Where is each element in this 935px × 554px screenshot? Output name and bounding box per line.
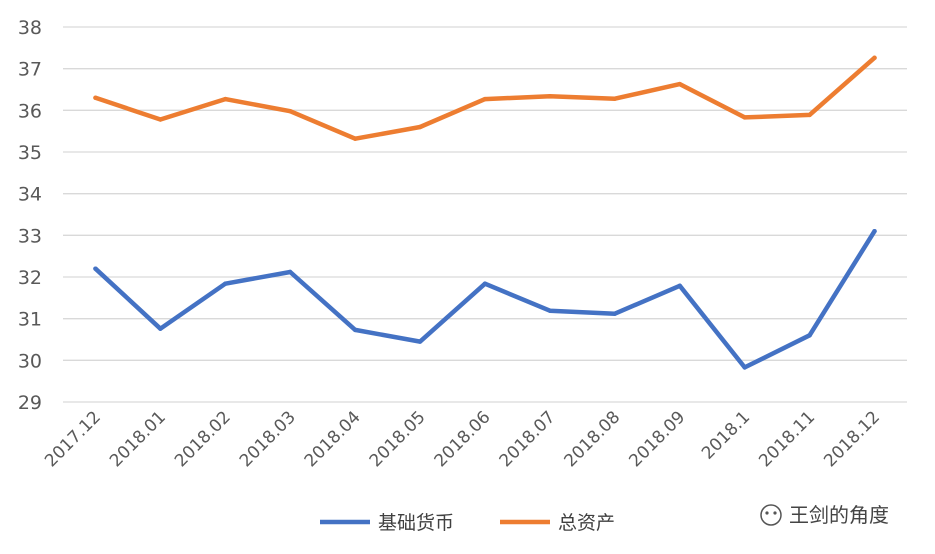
x-tick-label: 2018.01 [106,407,170,471]
y-tick-label: 33 [18,225,42,247]
x-tick-label: 2018.03 [236,407,300,471]
data-point [352,327,358,333]
y-tick-label: 32 [18,267,42,289]
gridlines [63,26,907,403]
data-point [612,311,618,316]
data-point [223,96,228,102]
data-point [158,326,163,331]
legend-label: 基础货币 [378,512,454,534]
legend: 基础货币 总资产 [320,512,615,534]
series-lines [93,55,877,370]
data-point [93,95,98,101]
x-tick-label: 2018.06 [431,407,495,471]
data-point [742,115,747,120]
wechat-icon-dot [765,511,769,515]
data-point [482,281,488,286]
x-tick-label: 2018.12 [820,407,884,471]
y-axis-tick-labels: 29 30 31 32 33 34 35 36 37 38 [18,17,42,414]
y-tick-label: 29 [18,392,42,414]
data-point [93,266,98,271]
data-point [677,81,682,87]
data-point [872,228,877,234]
data-point [807,112,812,118]
x-tick-label: 2018.08 [561,407,625,471]
data-point [872,55,877,61]
wechat-icon [760,504,782,526]
data-point [288,108,293,114]
data-point [352,136,358,141]
legend-label: 总资产 [558,512,615,534]
y-tick-label: 38 [18,17,42,39]
y-tick-label: 31 [18,309,42,331]
y-tick-label: 37 [18,59,42,81]
series-line-0 [93,228,877,370]
x-tick-label: 2018.05 [366,407,430,471]
data-point [417,124,423,130]
y-tick-label: 30 [18,350,42,372]
data-point [742,365,747,370]
y-tick-label: 35 [18,142,42,164]
y-tick-label: 36 [18,100,42,122]
data-point [807,333,812,338]
x-tick-label: 2018.09 [625,407,689,471]
x-tick-label: 2018.1 [698,407,754,463]
x-tick-label: 2018.11 [755,407,819,471]
data-point [547,308,553,313]
data-point [158,117,163,122]
y-tick-label: 34 [18,184,42,206]
watermark: 王剑的角度 [760,503,889,527]
watermark-text: 王剑的角度 [789,503,889,527]
x-tick-label: 2018.04 [301,407,365,471]
wechat-icon-dot [773,511,777,515]
x-axis-tick-labels: 2017.12 2018.01 2018.02 2018.03 2018.04 2018.… [41,407,884,471]
x-tick-label: 2018.02 [171,407,235,471]
data-point [417,339,423,344]
data-point [547,93,553,99]
x-tick-label: 2017.12 [41,407,105,471]
data-point [677,283,682,288]
data-point [612,96,618,101]
x-tick-label: 2018.07 [496,407,560,471]
data-point [288,269,293,275]
data-point [482,96,488,102]
data-point [223,281,228,286]
